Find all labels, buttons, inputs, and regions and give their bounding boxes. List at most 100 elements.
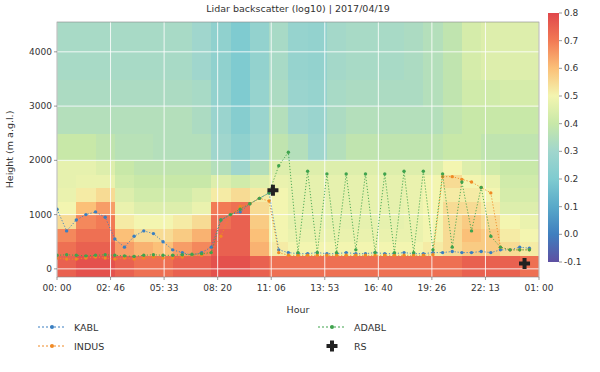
heatmap-cell xyxy=(211,215,231,229)
heatmap-cell xyxy=(288,22,308,52)
heatmap-cell xyxy=(327,22,347,52)
heatmap-cell xyxy=(365,228,385,242)
heatmap-cell xyxy=(385,79,405,107)
heatmap-cell xyxy=(327,215,347,229)
point-marker xyxy=(479,186,482,189)
heatmap-cell xyxy=(500,228,520,242)
heatmap-cell xyxy=(385,228,405,242)
y-axis-label: Height (m a.g.l.) xyxy=(4,111,15,189)
colorbar-tick xyxy=(559,123,562,124)
point-marker xyxy=(460,251,463,254)
heatmap-cell xyxy=(443,228,463,242)
heatmap-cell xyxy=(153,255,173,277)
point-marker xyxy=(104,256,107,259)
heatmap-cell xyxy=(173,215,193,229)
heatmap-cell xyxy=(365,174,385,188)
point-marker xyxy=(238,207,241,210)
heatmap-cell xyxy=(250,106,270,134)
heatmap-cell xyxy=(192,106,212,134)
point-marker xyxy=(470,180,473,183)
heatmap-cell xyxy=(346,228,366,242)
heatmap-cell xyxy=(288,133,308,161)
heatmap-cell xyxy=(76,242,96,256)
series-adabl xyxy=(57,151,531,259)
point-marker xyxy=(161,240,164,243)
heatmap-cell xyxy=(520,79,539,107)
heatmap-cell xyxy=(173,242,193,256)
point-marker xyxy=(325,172,328,175)
heatmap-cell xyxy=(153,160,173,174)
heatmap-cell xyxy=(250,228,270,242)
heatmap-cell xyxy=(192,133,212,161)
heatmap-cell xyxy=(423,22,443,52)
heatmap-cell xyxy=(192,187,212,201)
tick-label-y: 4000 xyxy=(29,47,52,57)
heatmap-cell xyxy=(173,174,193,188)
heatmap-cell xyxy=(481,201,501,215)
tick-x xyxy=(431,277,432,280)
tick-label-x: 00: 00 xyxy=(43,283,72,293)
heatmap-cell xyxy=(134,79,154,107)
heatmap-cell xyxy=(423,215,443,229)
point-marker xyxy=(373,251,376,254)
point-marker xyxy=(354,248,357,251)
heatmap-cell xyxy=(443,52,463,80)
heatmap-cell xyxy=(462,255,482,277)
heatmap-cell xyxy=(520,187,539,201)
heatmap-cell xyxy=(231,79,251,107)
heatmap-cell xyxy=(250,174,270,188)
grid-line-y xyxy=(57,106,539,107)
legend-symbol xyxy=(327,341,338,352)
point-marker xyxy=(132,235,135,238)
point-marker xyxy=(431,248,434,251)
colorbar-tick xyxy=(559,40,562,41)
heatmap-cell xyxy=(481,160,501,174)
series-line xyxy=(57,177,529,259)
point-marker xyxy=(161,254,164,257)
grid-line-y xyxy=(57,214,539,215)
heatmap-cell xyxy=(462,22,482,52)
heatmap-cell xyxy=(365,215,385,229)
tick-x xyxy=(324,277,325,280)
heatmap-cell xyxy=(231,215,251,229)
heatmap-cell xyxy=(76,133,96,161)
heatmap-cell xyxy=(231,228,251,242)
point-marker xyxy=(354,254,357,257)
point-marker xyxy=(364,172,367,175)
heatmap-cell xyxy=(346,133,366,161)
point-marker xyxy=(258,197,261,200)
heatmap-cell xyxy=(153,201,173,215)
heatmap-cell xyxy=(211,79,231,107)
heatmap-cell xyxy=(173,52,193,80)
heatmap-cell xyxy=(462,79,482,107)
heatmap-cell xyxy=(269,228,289,242)
heatmap-cell xyxy=(269,242,289,256)
tick-x xyxy=(271,277,272,280)
heatmap-cell xyxy=(443,201,463,215)
heatmap-cell xyxy=(153,106,173,134)
heatmap-cell xyxy=(57,79,77,107)
heatmap-cell xyxy=(211,133,231,161)
point-marker xyxy=(104,216,107,219)
point-marker xyxy=(402,170,405,173)
point-marker xyxy=(65,257,68,260)
point-marker xyxy=(422,254,425,257)
tick-y xyxy=(54,268,57,269)
point-marker xyxy=(451,250,454,253)
heatmap-cell xyxy=(57,160,77,174)
heatmap-cell xyxy=(443,160,463,174)
point-marker xyxy=(258,197,261,200)
point-marker xyxy=(460,180,463,183)
heatmap-cell xyxy=(365,201,385,215)
heatmap-cell xyxy=(500,79,520,107)
heatmap-cell xyxy=(520,215,539,229)
heatmap-cell xyxy=(96,79,116,107)
heatmap-cell xyxy=(481,79,501,107)
heatmap-cell xyxy=(423,255,443,277)
heatmap-cell xyxy=(346,160,366,174)
point-marker xyxy=(345,254,348,257)
heatmap-cell xyxy=(269,215,289,229)
point-marker xyxy=(441,251,444,254)
heatmap-cell xyxy=(231,133,251,161)
point-marker xyxy=(152,232,155,235)
